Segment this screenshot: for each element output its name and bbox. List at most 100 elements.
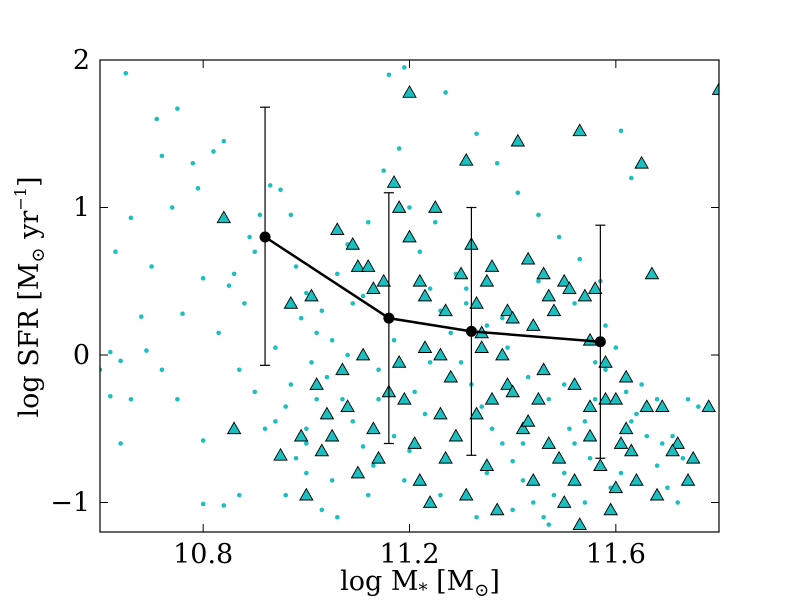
data-point-dot xyxy=(531,500,536,505)
data-point-triangle xyxy=(587,281,603,294)
data-point-dot xyxy=(138,314,144,319)
data-point-dot xyxy=(541,514,546,520)
data-point-triangle xyxy=(629,472,644,486)
data-point-dot xyxy=(381,168,387,173)
data-point-dot xyxy=(474,514,479,520)
data-point-dot xyxy=(221,503,227,508)
data-point-dot xyxy=(634,411,639,417)
data-point-triangle xyxy=(474,340,489,353)
data-point-dot xyxy=(319,308,325,314)
data-point-dot xyxy=(427,360,433,365)
data-point-dot xyxy=(278,187,283,193)
data-point-dot xyxy=(329,478,335,483)
data-point-dot xyxy=(144,348,149,353)
data-point-dot xyxy=(412,389,417,395)
data-point-dot xyxy=(221,138,227,144)
data-point-triangle xyxy=(453,266,469,280)
data-point-dot xyxy=(432,219,438,225)
data-point-dot xyxy=(365,492,371,498)
data-point-dot xyxy=(675,500,681,505)
data-point-triangle xyxy=(422,495,438,508)
data-point-dot xyxy=(180,311,185,317)
data-point-dot xyxy=(252,389,258,395)
data-point-triangle xyxy=(505,384,520,398)
data-point-dot xyxy=(556,234,562,240)
data-point-dot xyxy=(510,458,515,464)
data-point-dot xyxy=(484,470,490,476)
data-point-dot xyxy=(195,186,201,191)
data-point-dot xyxy=(448,330,454,336)
y-tick-label: 0 xyxy=(73,340,90,371)
data-point-dot xyxy=(360,293,366,299)
data-point-triangle xyxy=(598,354,613,368)
data-point-dot xyxy=(200,501,206,507)
median-point xyxy=(259,231,271,243)
data-point-dot xyxy=(494,160,500,166)
data-point-dot xyxy=(190,160,196,166)
data-point-dot xyxy=(438,492,443,498)
data-point-triangle xyxy=(536,266,551,280)
data-point-dot xyxy=(458,360,464,365)
data-point-dot xyxy=(479,404,485,409)
data-point-triangle xyxy=(551,450,567,464)
data-point-dot xyxy=(407,205,412,210)
data-point-triangle xyxy=(448,428,464,442)
data-point-dot xyxy=(345,352,350,358)
data-point-triangle xyxy=(469,295,484,309)
data-point-dot xyxy=(536,278,541,284)
data-point-dot xyxy=(520,441,526,446)
data-point-triangle xyxy=(355,347,371,361)
data-point-dot xyxy=(128,396,134,402)
data-point-dot xyxy=(314,396,319,402)
data-point-triangle xyxy=(371,450,386,464)
data-point-triangle xyxy=(520,413,536,427)
data-point-dot xyxy=(216,330,221,336)
data-point-triangle xyxy=(593,458,608,471)
data-point-triangle xyxy=(428,200,443,213)
data-point-triangle xyxy=(562,281,577,294)
data-point-triangle xyxy=(376,273,391,287)
y-tick-label: −1 xyxy=(50,488,90,519)
data-point-triangle xyxy=(412,273,428,287)
data-point-dot xyxy=(267,183,273,188)
data-point-triangle xyxy=(701,399,716,412)
axes: 10.8 11.2 11.6 −1 0 1 2 xyxy=(50,45,720,570)
data-point-triangle xyxy=(330,222,345,235)
median-line xyxy=(264,235,601,343)
data-point-triangle xyxy=(366,421,381,435)
data-point-triangle xyxy=(397,391,412,405)
data-point-dot xyxy=(231,271,237,277)
data-point-triangle xyxy=(304,288,319,302)
data-point-triangle xyxy=(639,399,655,412)
data-point-triangle xyxy=(335,362,350,376)
data-point-dot xyxy=(319,507,325,513)
data-point-dot xyxy=(696,404,701,409)
data-point-dot xyxy=(618,470,624,476)
data-point-dot xyxy=(242,301,247,306)
data-point-dot xyxy=(200,276,206,281)
data-point-dot xyxy=(510,507,515,513)
data-point-dot xyxy=(592,360,598,365)
data-point-dot xyxy=(603,323,608,328)
data-point-dot xyxy=(360,444,366,449)
data-point-dot xyxy=(546,396,552,402)
data-point-triangle xyxy=(216,210,232,224)
data-point-dot xyxy=(670,433,675,439)
y-tick-label: 2 xyxy=(73,45,90,76)
data-point-dot xyxy=(587,455,593,461)
data-point-dot xyxy=(644,433,650,439)
data-point-triangle xyxy=(556,495,572,508)
data-point-dot xyxy=(654,396,660,402)
data-point-triangle xyxy=(500,303,515,317)
x-tick-label: 11.6 xyxy=(586,539,646,570)
data-point-dot xyxy=(474,131,479,137)
data-point-dot xyxy=(613,345,619,350)
data-point-triangle xyxy=(624,443,639,457)
data-point-dot xyxy=(123,70,129,76)
data-point-dot xyxy=(520,478,526,483)
data-point-triangle xyxy=(634,155,649,169)
data-point-dot xyxy=(304,290,309,296)
y-axis-label: log SFR [M⊙ yr−1] xyxy=(11,176,49,417)
data-point-dot xyxy=(314,330,319,336)
x-tick-label: 10.8 xyxy=(173,539,233,570)
